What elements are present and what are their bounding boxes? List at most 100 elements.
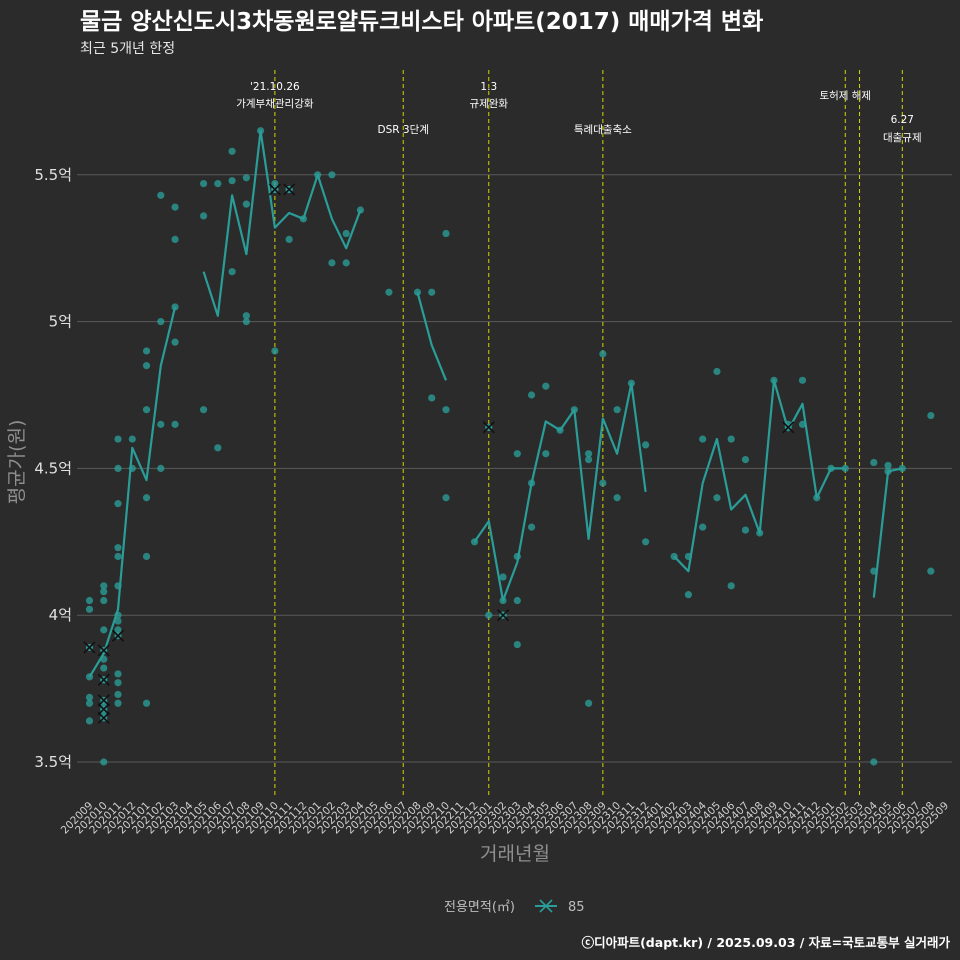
event-label: 규제완화 <box>469 97 508 110</box>
x-axis-title: 거래년월 <box>480 843 550 865</box>
data-point <box>713 494 721 502</box>
event-label: 가계부채관리강화 <box>236 98 314 110</box>
data-point <box>114 679 122 687</box>
chart-title: 물금 양산신도시3차동원로얄듀크비스타 아파트(2017) 매매가격 변화 <box>80 9 763 35</box>
cross-marker <box>482 421 495 434</box>
data-point <box>100 588 108 596</box>
data-point <box>798 420 807 428</box>
data-point <box>199 180 208 188</box>
data-point <box>570 406 578 414</box>
data-point <box>271 347 279 355</box>
data-point <box>142 347 151 355</box>
cross-marker <box>97 644 110 657</box>
data-point <box>884 467 892 475</box>
source-caption: ⓒ디아파트(dapt.kr) / 2025.09.03 / 자료=국토교통부 실… <box>582 935 951 950</box>
data-point <box>413 288 422 296</box>
cross-marker <box>111 629 125 642</box>
data-point <box>85 596 94 605</box>
data-point <box>898 464 906 472</box>
data-point <box>513 450 521 458</box>
data-point <box>741 526 750 534</box>
event-label: 대출규제 <box>883 132 922 144</box>
data-point <box>100 582 108 590</box>
data-point <box>642 538 650 546</box>
data-point <box>114 582 122 590</box>
data-point <box>171 303 179 311</box>
grid-lines <box>77 174 952 763</box>
event-label: 6.27 <box>891 114 914 126</box>
data-point <box>100 596 108 605</box>
data-point <box>556 426 564 434</box>
data-point <box>642 441 650 449</box>
data-point <box>199 212 208 220</box>
event-label: 1.3 <box>480 81 497 93</box>
data-point <box>242 174 250 182</box>
y-axis-title: 평균가(원) <box>6 420 28 505</box>
data-point <box>171 235 179 243</box>
data-point <box>114 500 122 508</box>
y-axis-ticks: 3.5억 4억 4.5억 5억 5.5억 <box>34 166 72 771</box>
data-point <box>114 552 122 561</box>
y-tick-label: 5억 <box>49 313 72 331</box>
data-point <box>157 318 165 326</box>
cross-marker <box>283 183 296 196</box>
data-point <box>328 259 336 267</box>
data-point <box>214 444 222 452</box>
data-point <box>85 717 94 725</box>
chart-subtitle: 최근 5개년 한정 <box>80 41 175 57</box>
data-point <box>741 455 750 464</box>
data-point <box>699 435 707 443</box>
data-point <box>499 596 507 605</box>
data-point <box>114 464 122 472</box>
data-point <box>85 693 94 702</box>
data-point <box>142 552 151 561</box>
data-point <box>114 611 122 619</box>
data-point <box>128 464 136 472</box>
y-tick-label: 4.5억 <box>34 459 72 477</box>
data-point <box>114 435 122 443</box>
y-tick-label: 5.5억 <box>34 166 72 184</box>
data-point <box>100 626 108 634</box>
cross-marker <box>97 703 110 716</box>
data-point <box>114 670 122 678</box>
data-point <box>499 573 507 581</box>
data-point <box>513 640 521 649</box>
data-point <box>100 655 108 663</box>
y-tick-label: 4억 <box>49 606 72 624</box>
data-point <box>428 394 436 402</box>
series-line-segment <box>872 467 903 598</box>
data-point <box>527 479 536 487</box>
data-point <box>171 338 179 346</box>
data-point <box>299 215 307 223</box>
data-point <box>142 699 151 707</box>
data-point <box>813 494 821 502</box>
cross-marker <box>268 183 281 196</box>
data-point <box>770 376 778 384</box>
series-points <box>83 127 935 766</box>
cross-marker <box>83 641 96 654</box>
legend-label: 85 <box>568 900 585 915</box>
data-point <box>684 552 693 561</box>
cross-marker <box>782 421 795 434</box>
legend-title: 전용면적(㎡) <box>444 900 515 915</box>
legend: 전용면적(㎡) 85 <box>444 899 585 915</box>
data-point <box>385 288 393 296</box>
data-point <box>171 203 179 211</box>
data-point <box>142 406 151 414</box>
data-point <box>114 626 122 634</box>
data-point <box>157 464 165 472</box>
data-point <box>171 420 179 428</box>
data-point <box>114 617 122 625</box>
data-point <box>827 464 835 472</box>
event-label: 특례대출축소 <box>574 124 632 136</box>
event-label: 토허제 해제 <box>819 89 871 102</box>
cross-marker <box>97 673 110 686</box>
data-point <box>699 523 707 531</box>
data-point <box>927 411 935 420</box>
data-point <box>841 464 849 472</box>
data-point <box>228 268 236 276</box>
data-point <box>585 699 593 707</box>
data-point <box>114 699 122 707</box>
